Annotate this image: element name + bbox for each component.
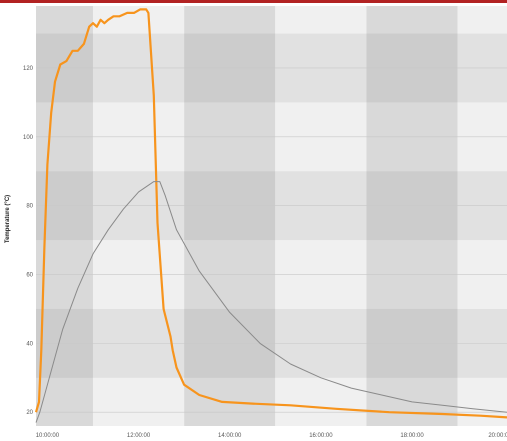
y-tick-label: 40 — [26, 341, 33, 347]
grid-column-band — [366, 6, 458, 426]
series-layer — [34, 8, 507, 423]
grid-column-band — [275, 6, 367, 426]
x-tick-label: 12:00:00 — [127, 433, 151, 439]
top-border — [0, 0, 507, 3]
y-tick-label: 20 — [26, 410, 33, 416]
y-tick-labels: 20 40 60 80 100 120 — [23, 66, 34, 416]
x-tick-label: 18:00:00 — [400, 433, 424, 439]
series-line-2 — [35, 181, 507, 423]
x-tick-labels: 10:00:00 12:00:00 14:00:00 16:00:00 18:00:00… — [36, 433, 507, 439]
x-tick-label: 10:00:00 — [36, 433, 60, 439]
y-axis-title: Temperature (°C) — [5, 195, 11, 243]
grid-column-band — [457, 6, 507, 426]
series-line-1 — [34, 8, 507, 419]
grid-bands — [36, 6, 507, 426]
grid-column-band — [184, 6, 276, 426]
y-tick-label: 100 — [23, 135, 34, 141]
x-tick-label: 16:00:00 — [309, 433, 333, 439]
y-tick-label: 80 — [26, 204, 33, 210]
grid-column-band — [92, 6, 185, 426]
y-tick-label: 120 — [23, 66, 34, 72]
x-tick-label: 20:00:00 — [488, 433, 507, 439]
x-tick-label: 14:00:00 — [218, 433, 242, 439]
y-tick-label: 60 — [26, 273, 33, 279]
